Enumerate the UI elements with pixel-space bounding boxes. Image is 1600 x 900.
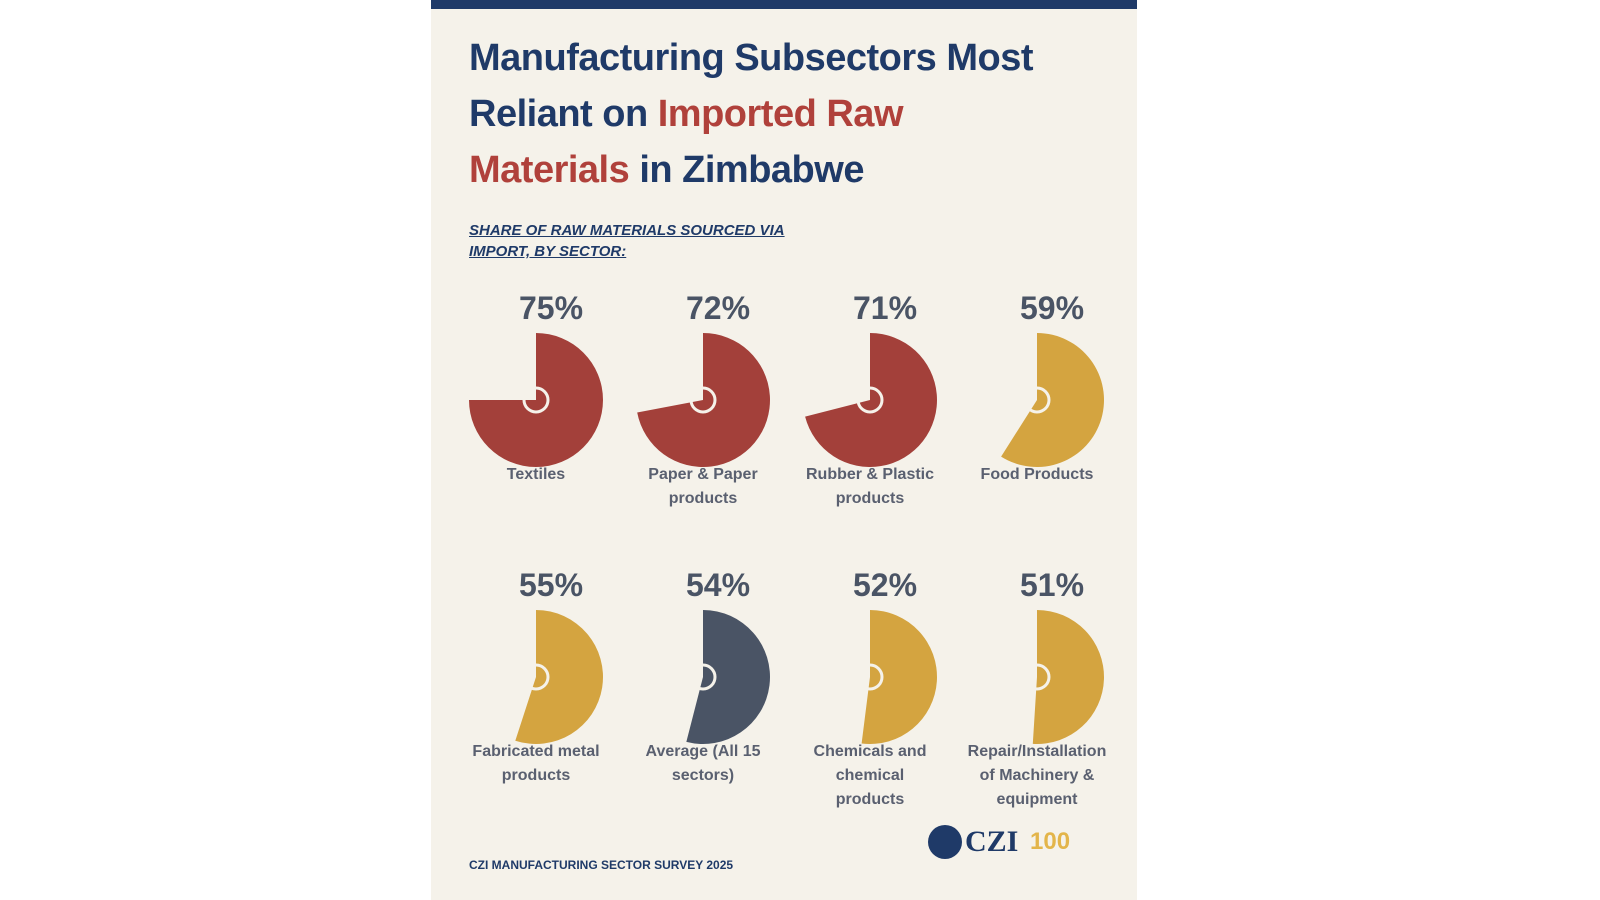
logo-emblem bbox=[928, 825, 962, 859]
category-label: Average (All 15 sectors) bbox=[645, 743, 761, 784]
icon bbox=[522, 663, 550, 691]
value-label: 71% bbox=[852, 290, 918, 326]
icon bbox=[689, 663, 717, 691]
pie-slice bbox=[686, 610, 770, 744]
logo-text: CZI bbox=[965, 825, 1019, 858]
icon bbox=[856, 663, 884, 691]
footer: CZI MANUFACTURING SECTOR SURVEY 2025 bbox=[469, 858, 734, 872]
value-label: 54% bbox=[685, 567, 751, 603]
category-label: Rubber & Plastic products bbox=[805, 466, 935, 507]
pie-slice bbox=[861, 610, 937, 744]
icon bbox=[856, 386, 884, 414]
value-label: 51% bbox=[1019, 567, 1085, 603]
category-label: Fabricated metal products bbox=[472, 743, 600, 784]
category-label: Chemicals and chemical products bbox=[813, 743, 927, 808]
pie-slice bbox=[805, 333, 937, 467]
title: Manufacturing Subsectors Most Reliant on… bbox=[469, 30, 1069, 198]
value-label: 52% bbox=[852, 567, 918, 603]
category-label: Textiles bbox=[506, 466, 566, 483]
pie-slice bbox=[515, 610, 603, 745]
pie-slice bbox=[1032, 610, 1104, 745]
category-label: Repair/Installation of Machinery & equip… bbox=[967, 743, 1107, 808]
icon bbox=[522, 386, 550, 414]
title-part: in Zimbabwe bbox=[639, 149, 864, 191]
pie-slice bbox=[1001, 333, 1104, 467]
title-part: Imported Raw Materials bbox=[469, 93, 904, 191]
value-label: 75% bbox=[518, 290, 584, 326]
logo-text: 100 bbox=[1030, 828, 1071, 855]
category-label: Food Products bbox=[980, 466, 1094, 483]
top-bar bbox=[431, 0, 1137, 9]
title-part: Manufacturing Subsectors Most Reliant on bbox=[469, 37, 1034, 135]
pie-slice bbox=[637, 333, 770, 467]
pie-slice bbox=[469, 333, 603, 467]
icon bbox=[1023, 663, 1051, 691]
value-label: 59% bbox=[1019, 290, 1085, 326]
category-label: Paper & Paper products bbox=[648, 466, 758, 507]
value-label: 55% bbox=[518, 567, 584, 603]
subtitle: SHARE OF RAW MATERIALS SOURCED VIA IMPOR… bbox=[469, 222, 785, 260]
icon bbox=[1023, 386, 1051, 414]
value-label: 72% bbox=[685, 290, 751, 326]
icon bbox=[689, 386, 717, 414]
